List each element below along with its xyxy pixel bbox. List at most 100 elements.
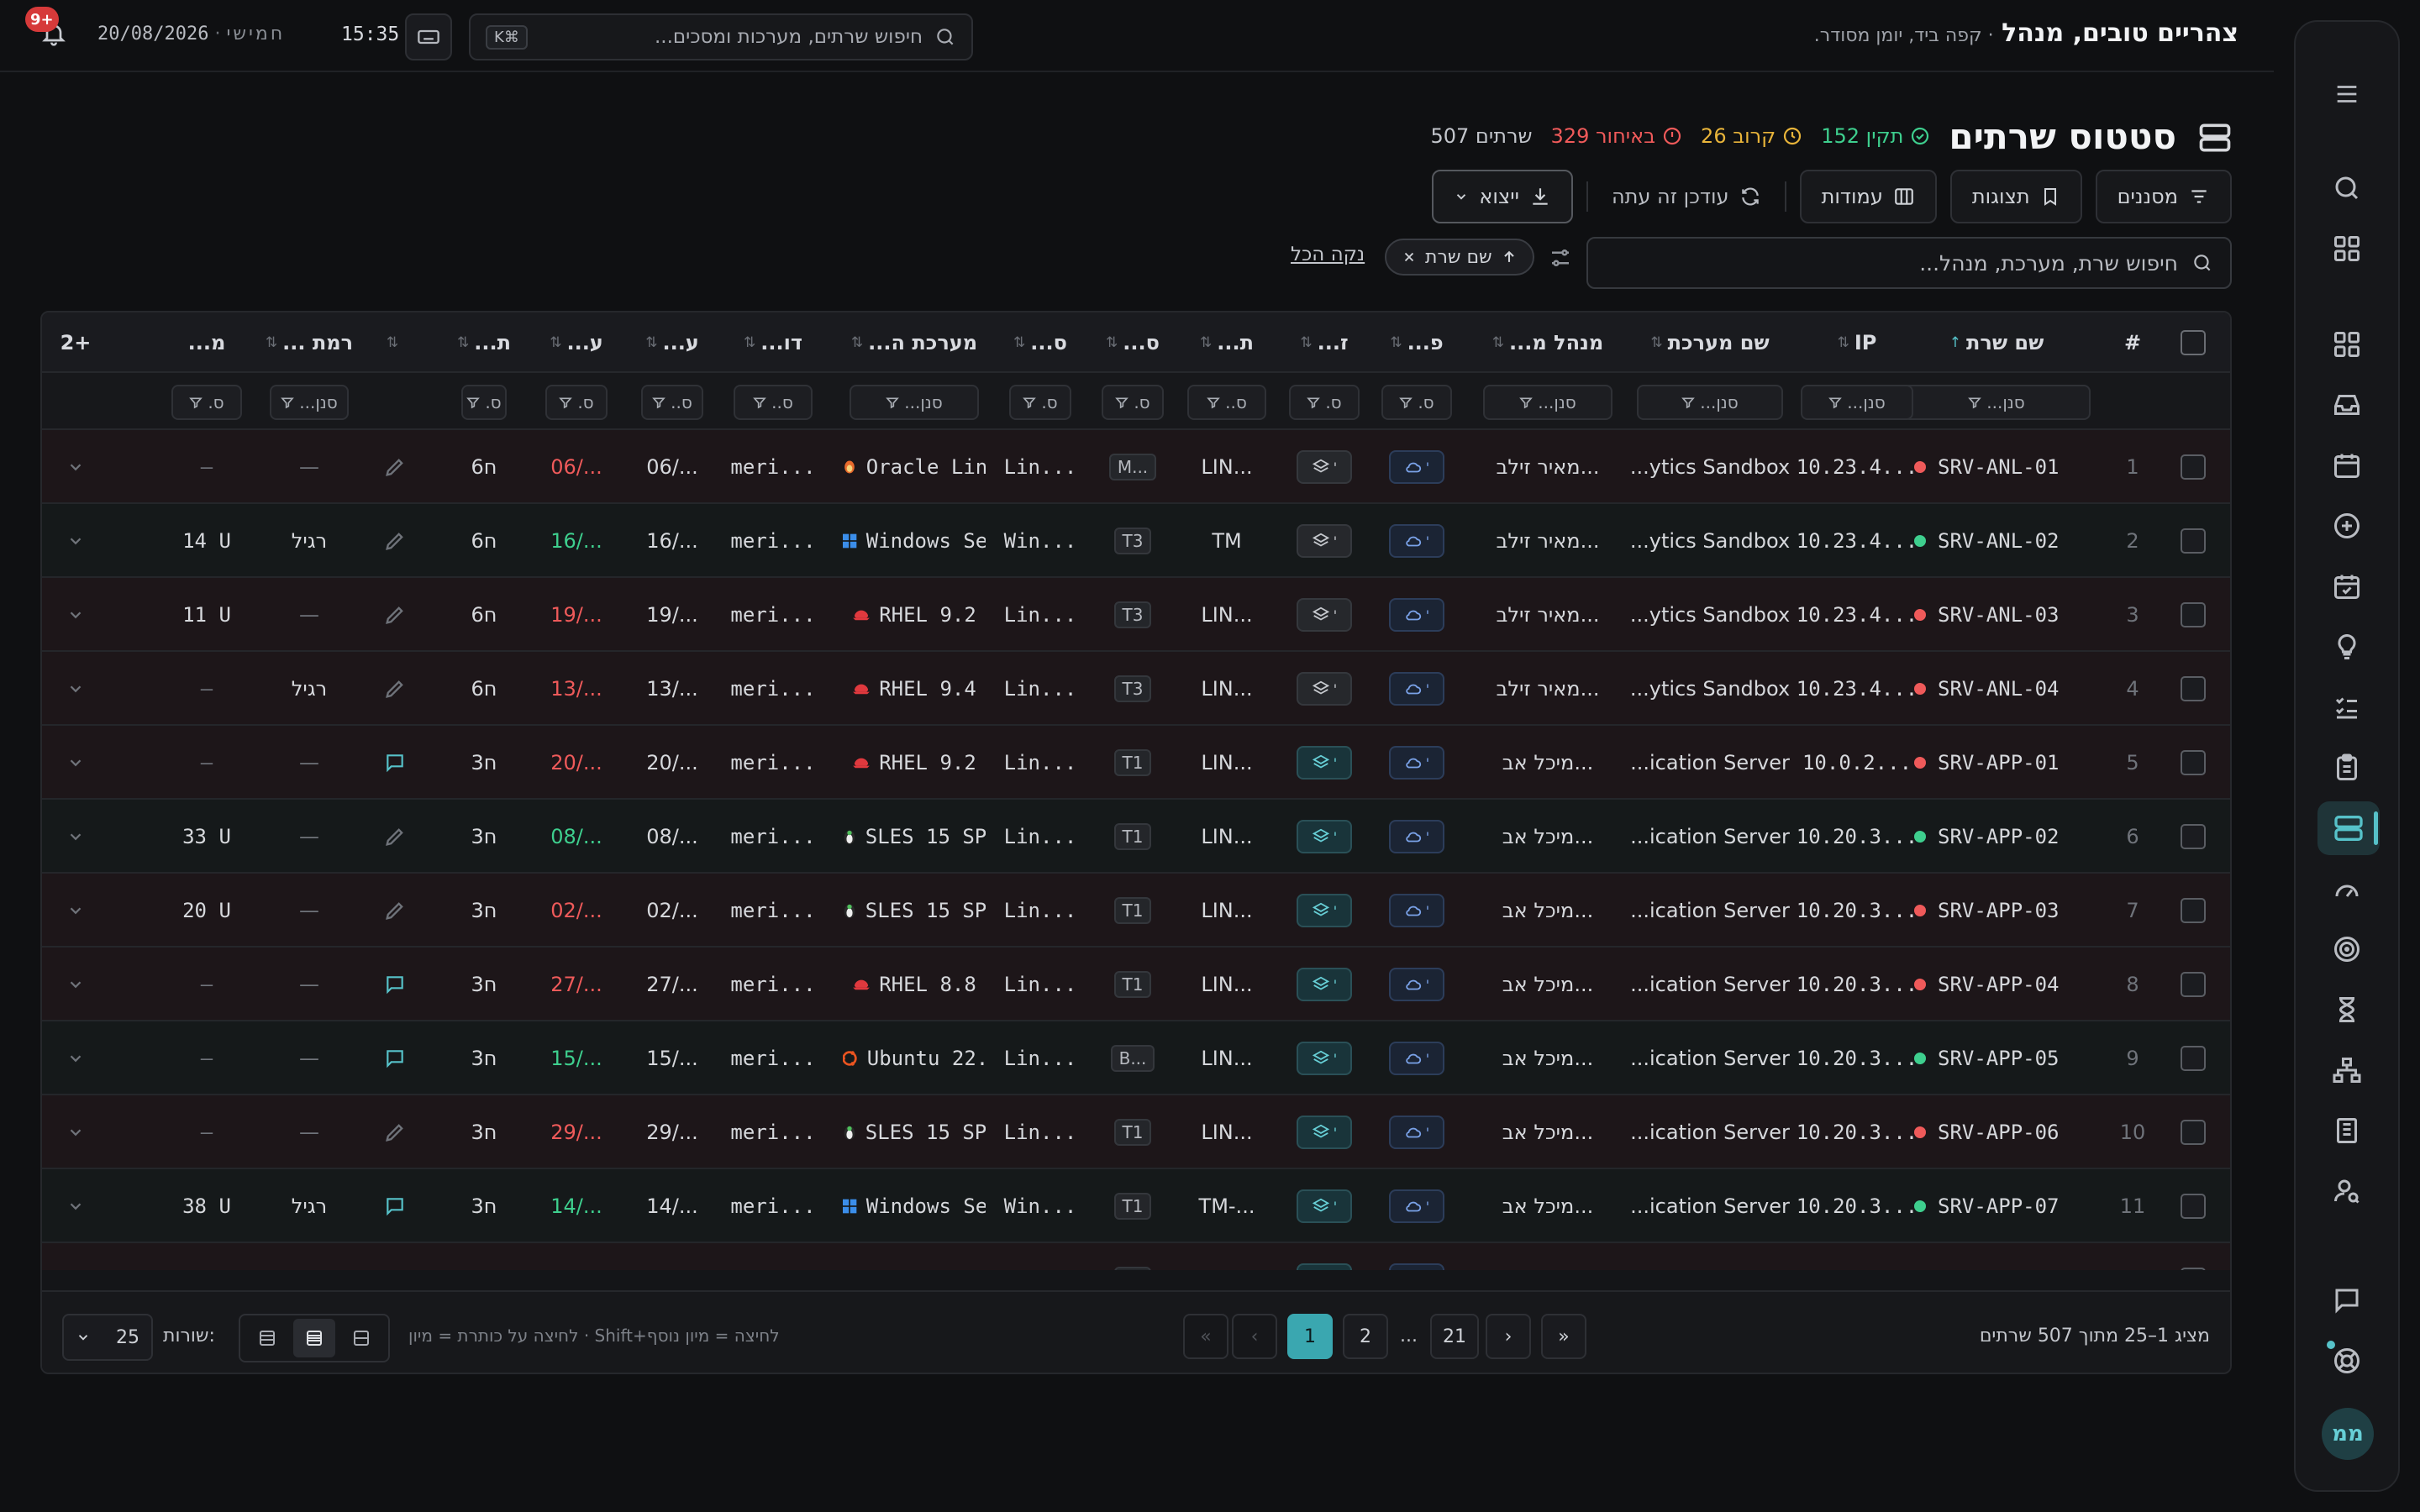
layers-icon[interactable]: ' — [1297, 672, 1352, 706]
layers-icon[interactable]: ' — [1297, 894, 1352, 927]
row-checkbox[interactable] — [2181, 1194, 2206, 1219]
table-search-input[interactable]: חיפוש שרת, מערכת, מנהל... — [1586, 237, 2232, 289]
cloud-icon[interactable]: ' — [1389, 894, 1444, 927]
column-filter-input[interactable]: ס.. — [1187, 385, 1266, 420]
cloud-icon[interactable]: ' — [1389, 746, 1444, 780]
density-comfortable-icon[interactable] — [246, 1319, 288, 1357]
column-header[interactable]: שם מערכת ⇅ — [1630, 312, 1790, 373]
rows-per-page-select[interactable]: 25 — [62, 1314, 153, 1361]
table-row[interactable]: 7 SRV-APP-03 10.20.3... ...ication Server מי… — [42, 874, 2230, 948]
stat-ok[interactable]: תקין 152 — [1821, 124, 1930, 148]
sort-asc-icon[interactable]: ↑ — [1949, 334, 1961, 351]
row-checkbox[interactable] — [2181, 602, 2206, 627]
chevron-down-icon[interactable] — [66, 680, 85, 698]
cloud-icon[interactable]: ' — [1389, 968, 1444, 1001]
server-name[interactable]: SRV-ANL-04 — [1938, 677, 2060, 701]
keyboard-icon[interactable] — [405, 13, 452, 60]
layers-icon[interactable]: ' — [1297, 1116, 1352, 1149]
density-compact-icon[interactable] — [340, 1319, 382, 1357]
cloud-icon[interactable]: ' — [1389, 1042, 1444, 1075]
calendar-icon[interactable] — [2320, 438, 2374, 492]
table-row[interactable]: 8 SRV-APP-04 10.20.3... ...ication Server מי… — [42, 948, 2230, 1021]
cloud-icon[interactable]: ' — [1389, 598, 1444, 632]
column-header[interactable]: דו... ⇅ — [727, 312, 819, 373]
pencil-icon[interactable] — [383, 529, 407, 553]
support-icon[interactable] — [2320, 1334, 2374, 1388]
server-name[interactable]: SRV-APP-08 — [1938, 1268, 2060, 1270]
layers-icon[interactable]: ' — [1297, 450, 1352, 484]
servers-icon[interactable] — [2317, 801, 2380, 855]
sort-icon[interactable]: ⇅ — [850, 334, 864, 351]
column-header[interactable]: ז... ⇅ — [1282, 312, 1366, 373]
sort-icon[interactable]: ⇅ — [1390, 334, 1402, 351]
column-header[interactable]: מנהל מ... ⇅ — [1476, 312, 1619, 373]
table-row[interactable]: 10 SRV-APP-06 10.20.3... ...ication Server מ… — [42, 1095, 2230, 1169]
column-filter-input[interactable]: ס. — [545, 385, 608, 420]
network-icon[interactable] — [2320, 1043, 2374, 1097]
server-name[interactable]: SRV-APP-05 — [1938, 1047, 2060, 1070]
column-filter-input[interactable]: סנן... — [1902, 385, 2091, 420]
column-header[interactable]: מערכת ה... ⇅ — [843, 312, 986, 373]
pencil-icon[interactable] — [383, 1268, 407, 1270]
next-page-button[interactable]: › — [1486, 1314, 1531, 1359]
row-checkbox[interactable] — [2181, 1268, 2206, 1270]
dashboard-icon[interactable] — [2320, 318, 2374, 371]
column-filter-input[interactable]: ס. — [1102, 385, 1164, 420]
building-icon[interactable] — [2320, 1104, 2374, 1158]
user-search-icon[interactable] — [2320, 1164, 2374, 1218]
layers-icon[interactable]: ' — [1297, 746, 1352, 780]
clear-all-link[interactable]: נקה הכל — [1291, 244, 1365, 265]
column-filter-input[interactable]: ס. — [1381, 385, 1452, 420]
radar-icon[interactable] — [2320, 922, 2374, 976]
table-row[interactable]: 11 SRV-APP-07 10.20.3... ...ication Server מ… — [42, 1169, 2230, 1243]
server-name[interactable]: SRV-APP-07 — [1938, 1194, 2060, 1218]
row-checkbox[interactable] — [2181, 454, 2206, 480]
comment-icon[interactable] — [382, 1195, 408, 1217]
column-header[interactable]: מ... — [165, 312, 249, 373]
chevron-down-icon[interactable] — [66, 1197, 85, 1215]
server-name[interactable]: SRV-APP-03 — [1938, 899, 2060, 922]
column-header[interactable]: ע... ⇅ — [539, 312, 614, 373]
server-name[interactable]: SRV-APP-02 — [1938, 825, 2060, 848]
sort-icon[interactable]: ⇅ — [1491, 334, 1504, 351]
chevron-down-icon[interactable] — [66, 975, 85, 994]
row-checkbox[interactable] — [2181, 528, 2206, 554]
column-header[interactable]: שם שרת ↑ — [1896, 312, 2097, 373]
column-filter-input[interactable]: ס.. — [641, 385, 703, 420]
layers-icon[interactable]: ' — [1297, 1189, 1352, 1223]
pencil-icon[interactable] — [383, 603, 407, 627]
inbox-icon[interactable] — [2320, 378, 2374, 432]
sort-icon[interactable]: ⇅ — [265, 334, 278, 351]
sort-icon[interactable]: ⇅ — [1013, 334, 1026, 351]
column-header[interactable]: ת... ⇅ — [1181, 312, 1273, 373]
comment-icon[interactable] — [382, 752, 408, 774]
stat-late[interactable]: באיחור 329 — [1551, 124, 1683, 148]
sort-icon[interactable]: ⇅ — [1300, 334, 1313, 351]
page-2[interactable]: 2 — [1343, 1314, 1388, 1359]
filters-button[interactable]: מסננים — [2095, 170, 2232, 223]
columns-button[interactable]: עמודות — [1799, 170, 1937, 223]
sort-icon[interactable]: ⇅ — [744, 334, 756, 351]
table-row[interactable]: 3 SRV-ANL-03 10.23.4... ...ytics Sandbox מאי… — [42, 578, 2230, 652]
column-header[interactable]: ס... ⇅ — [1095, 312, 1171, 373]
row-checkbox[interactable] — [2181, 898, 2206, 923]
chevron-down-icon[interactable] — [66, 1049, 85, 1068]
sort-icon[interactable]: ⇅ — [1650, 334, 1663, 351]
cloud-icon[interactable]: ' — [1389, 524, 1444, 558]
layers-icon[interactable]: ' — [1297, 968, 1352, 1001]
pencil-icon[interactable] — [383, 677, 407, 701]
column-filter-input[interactable]: סנן... — [270, 385, 349, 420]
comment-icon[interactable] — [382, 1047, 408, 1069]
layers-icon[interactable]: ' — [1297, 1263, 1352, 1270]
row-checkbox[interactable] — [2181, 972, 2206, 997]
menu-icon[interactable] — [2320, 67, 2374, 121]
global-search[interactable]: חיפוש שרתים, מערכות ומסכים... ⌘K — [469, 13, 973, 60]
pencil-icon[interactable] — [383, 899, 407, 922]
server-name[interactable]: SRV-APP-06 — [1938, 1121, 2060, 1144]
sort-icon[interactable]: ⇅ — [457, 334, 470, 351]
sort-icon[interactable]: ⇅ — [1106, 334, 1118, 351]
table-row[interactable]: 5 SRV-APP-01 10.0.2... ...ication Server מיכ… — [42, 726, 2230, 800]
pencil-icon[interactable] — [383, 455, 407, 479]
avatar[interactable]: ממ — [2322, 1408, 2374, 1460]
server-name[interactable]: SRV-ANL-03 — [1938, 603, 2060, 627]
